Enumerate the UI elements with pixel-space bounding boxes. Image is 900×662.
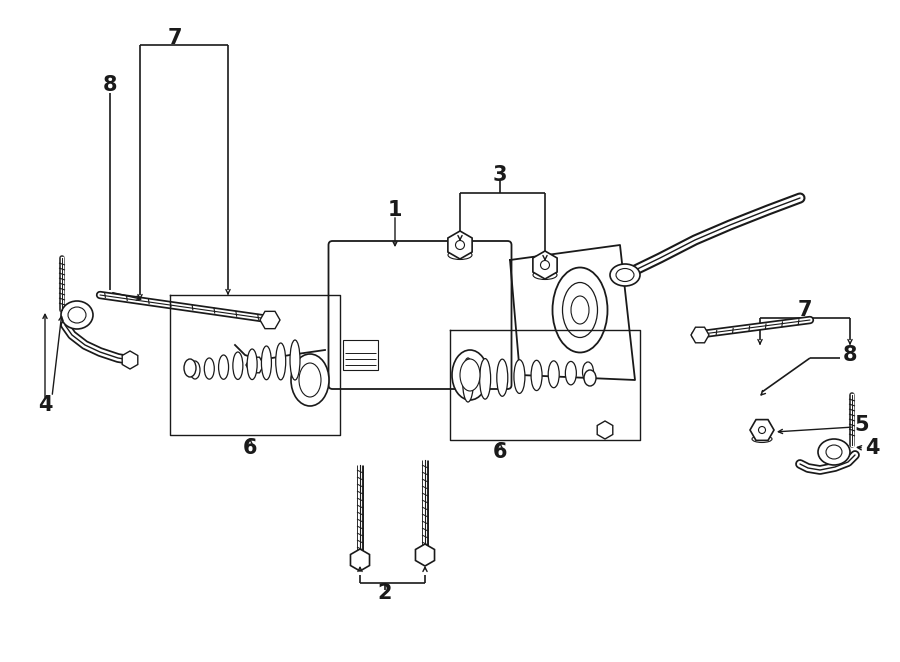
Text: 8: 8 <box>103 75 117 95</box>
Ellipse shape <box>571 296 589 324</box>
Ellipse shape <box>455 240 464 250</box>
Ellipse shape <box>248 349 257 379</box>
Text: 6: 6 <box>243 438 257 458</box>
Polygon shape <box>235 345 325 380</box>
Ellipse shape <box>233 352 243 379</box>
Ellipse shape <box>261 346 272 380</box>
Ellipse shape <box>219 355 229 379</box>
Text: 4: 4 <box>865 438 879 458</box>
FancyBboxPatch shape <box>328 241 511 389</box>
Text: 1: 1 <box>388 200 402 220</box>
Ellipse shape <box>531 360 542 391</box>
Ellipse shape <box>275 343 285 380</box>
Ellipse shape <box>448 250 472 260</box>
Ellipse shape <box>460 359 480 391</box>
Ellipse shape <box>610 264 640 286</box>
Text: 3: 3 <box>493 165 508 185</box>
Text: 4: 4 <box>38 395 52 415</box>
Ellipse shape <box>562 283 598 338</box>
Ellipse shape <box>299 363 321 397</box>
Text: 6: 6 <box>493 442 508 462</box>
Ellipse shape <box>533 271 557 279</box>
Ellipse shape <box>290 340 300 380</box>
Text: 5: 5 <box>855 415 869 435</box>
Ellipse shape <box>184 359 196 377</box>
Ellipse shape <box>291 354 329 406</box>
Ellipse shape <box>497 359 508 397</box>
Ellipse shape <box>752 436 772 442</box>
Text: 7: 7 <box>797 300 812 320</box>
Ellipse shape <box>818 439 850 465</box>
Ellipse shape <box>204 358 214 379</box>
Ellipse shape <box>553 267 608 352</box>
Ellipse shape <box>61 301 93 329</box>
Ellipse shape <box>514 359 525 393</box>
Ellipse shape <box>68 307 86 323</box>
Text: 8: 8 <box>842 345 857 365</box>
Ellipse shape <box>541 261 550 269</box>
Ellipse shape <box>826 445 842 459</box>
Ellipse shape <box>616 269 634 281</box>
Ellipse shape <box>452 350 488 400</box>
Ellipse shape <box>582 362 593 382</box>
Polygon shape <box>510 245 635 380</box>
Ellipse shape <box>759 426 766 434</box>
Ellipse shape <box>584 370 596 386</box>
Text: 7: 7 <box>167 28 182 48</box>
Ellipse shape <box>548 361 559 388</box>
Bar <box>343 340 377 370</box>
Ellipse shape <box>565 361 576 385</box>
Ellipse shape <box>190 361 200 379</box>
Text: 2: 2 <box>378 583 392 603</box>
Ellipse shape <box>463 358 473 402</box>
Ellipse shape <box>480 359 491 399</box>
